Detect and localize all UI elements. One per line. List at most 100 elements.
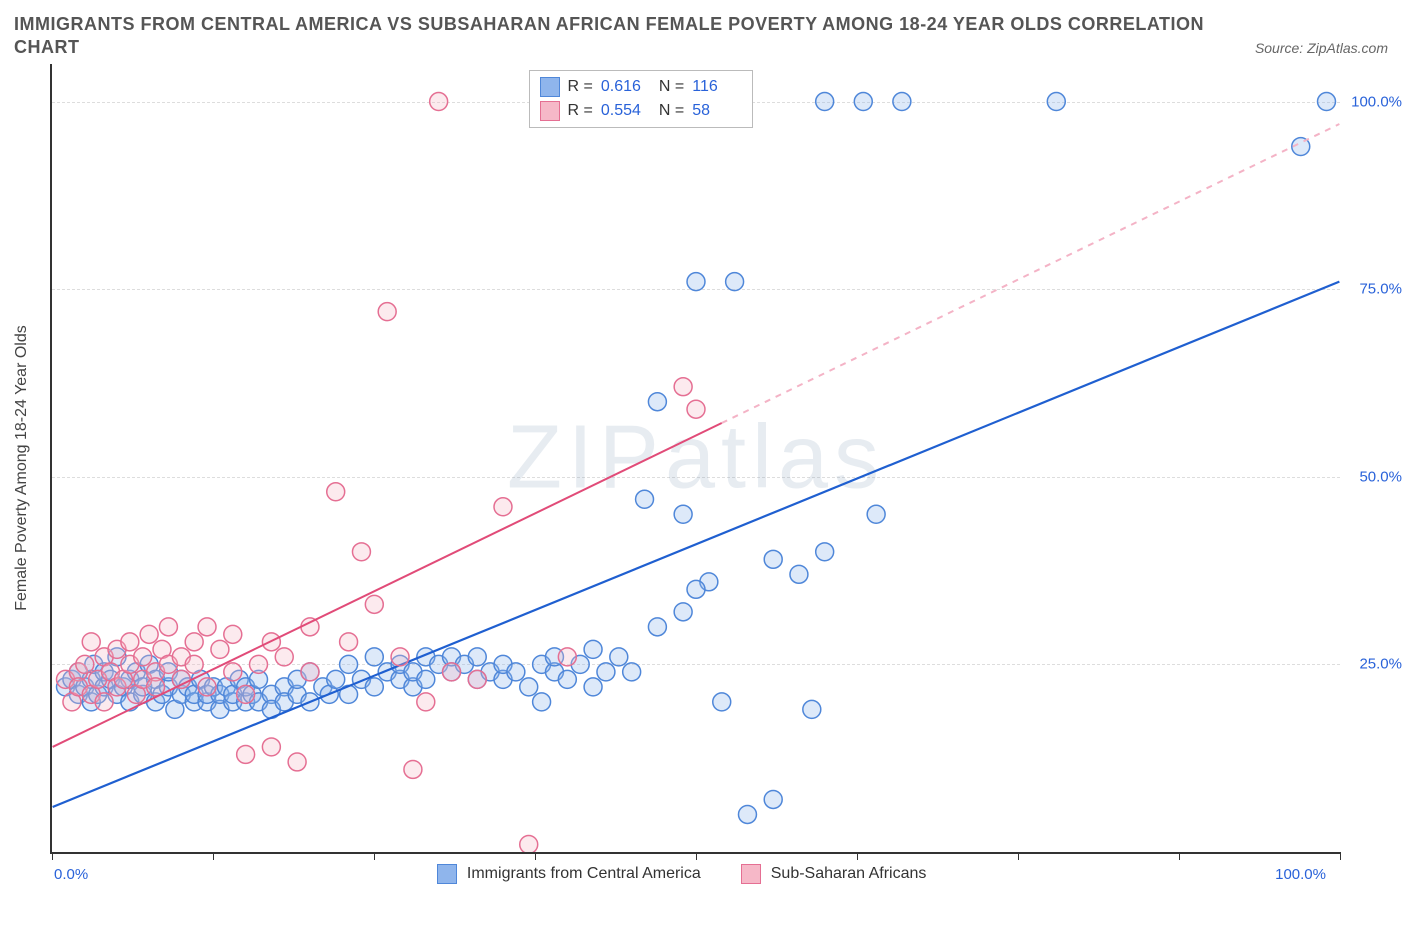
trend-line <box>53 282 1340 807</box>
scatter-point <box>140 625 158 643</box>
scatter-point <box>674 378 692 396</box>
scatter-point <box>584 640 602 658</box>
x-tick <box>696 852 697 860</box>
scatter-point <box>417 693 435 711</box>
legend-series: Sub-Saharan Africans <box>741 864 927 884</box>
scatter-point <box>134 648 152 666</box>
scatter-point <box>520 836 538 852</box>
scatter-point <box>340 655 358 673</box>
scatter-point <box>584 678 602 696</box>
scatter-point <box>1318 93 1336 111</box>
x-tick <box>1340 852 1341 860</box>
legend-swatch <box>540 101 560 121</box>
y-tick-label: 25.0% <box>1359 656 1402 673</box>
scatter-point <box>352 543 370 561</box>
scatter-point <box>558 648 576 666</box>
y-tick-label: 100.0% <box>1351 93 1402 110</box>
scatter-point <box>275 648 293 666</box>
scatter-point <box>327 670 345 688</box>
r-label: R = <box>568 75 593 99</box>
x-tick <box>1179 852 1180 860</box>
legend-series-label: Immigrants from Central America <box>467 865 701 883</box>
scatter-point <box>816 543 834 561</box>
scatter-point <box>301 663 319 681</box>
y-tick-label: 75.0% <box>1359 281 1402 298</box>
scatter-point <box>648 393 666 411</box>
scatter-point <box>365 648 383 666</box>
scatter-point <box>867 505 885 523</box>
scatter-point <box>610 648 628 666</box>
scatter-point <box>365 678 383 696</box>
scatter-point <box>327 483 345 501</box>
scatter-point <box>816 93 834 111</box>
chart-title-line1: IMMIGRANTS FROM CENTRAL AMERICA VS SUBSA… <box>14 14 1396 35</box>
scatter-point <box>262 738 280 756</box>
r-value: 0.554 <box>601 99 651 123</box>
x-axis-row: 0.0% Immigrants from Central America Sub-… <box>50 864 1396 884</box>
plot-svg <box>52 64 1340 852</box>
x-tick <box>52 852 53 860</box>
scatter-point <box>82 633 100 651</box>
scatter-point <box>198 678 216 696</box>
scatter-point <box>468 648 486 666</box>
scatter-point <box>764 790 782 808</box>
scatter-point <box>558 670 576 688</box>
legend-swatch <box>437 864 457 884</box>
scatter-plot-area: ZIPatlas R =0.616N =116R =0.554N =58 25.… <box>50 64 1340 854</box>
legend-stat-row: R =0.554N =58 <box>540 99 743 123</box>
scatter-point <box>687 273 705 291</box>
scatter-point <box>430 93 448 111</box>
scatter-point <box>636 490 654 508</box>
n-value: 116 <box>692 75 742 99</box>
legend-stat-row: R = 0.616 N = 116 <box>540 75 743 99</box>
scatter-point <box>237 745 255 763</box>
scatter-point <box>378 303 396 321</box>
x-tick <box>1018 852 1019 860</box>
scatter-point <box>391 648 409 666</box>
scatter-point <box>468 670 486 688</box>
scatter-point <box>185 655 203 673</box>
scatter-point <box>520 678 538 696</box>
legend-series-label: Sub-Saharan Africans <box>771 865 927 883</box>
scatter-point <box>121 633 139 651</box>
scatter-point <box>597 663 615 681</box>
n-label: N = <box>659 75 684 99</box>
scatter-point <box>76 655 94 673</box>
subtitle-row: CHART Source: ZipAtlas.com <box>14 37 1388 58</box>
x-tick <box>213 852 214 860</box>
scatter-point <box>159 618 177 636</box>
trend-line-dashed <box>722 124 1340 423</box>
y-tick-label: 50.0% <box>1359 468 1402 485</box>
scatter-point <box>687 400 705 418</box>
n-value: 58 <box>692 99 742 123</box>
scatter-point <box>494 498 512 516</box>
scatter-point <box>301 618 319 636</box>
scatter-point <box>648 618 666 636</box>
scatter-point <box>198 618 216 636</box>
r-value: 0.616 <box>601 75 651 99</box>
scatter-point <box>507 663 525 681</box>
scatter-point <box>95 693 113 711</box>
scatter-point <box>764 550 782 568</box>
chart-container: Female Poverty Among 18-24 Year Olds ZIP… <box>50 64 1396 854</box>
r-label: R = <box>568 99 593 123</box>
scatter-point <box>790 565 808 583</box>
scatter-point <box>893 93 911 111</box>
scatter-point <box>854 93 872 111</box>
x-tick <box>374 852 375 860</box>
scatter-point <box>726 273 744 291</box>
scatter-point <box>224 625 242 643</box>
scatter-point <box>340 633 358 651</box>
scatter-point <box>803 700 821 718</box>
scatter-point <box>404 760 422 778</box>
x-tick <box>857 852 858 860</box>
legend-series: Immigrants from Central America <box>437 864 701 884</box>
scatter-point <box>417 670 435 688</box>
scatter-point <box>533 693 551 711</box>
x-axis-tick-0: 0.0% <box>54 866 88 883</box>
legend-swatch <box>741 864 761 884</box>
y-axis-label: Female Poverty Among 18-24 Year Olds <box>13 325 31 611</box>
legend-stats-box: R = 0.616 N = 116R = 0.554 N = 58 <box>529 70 754 128</box>
scatter-point <box>443 663 461 681</box>
scatter-point <box>365 595 383 613</box>
